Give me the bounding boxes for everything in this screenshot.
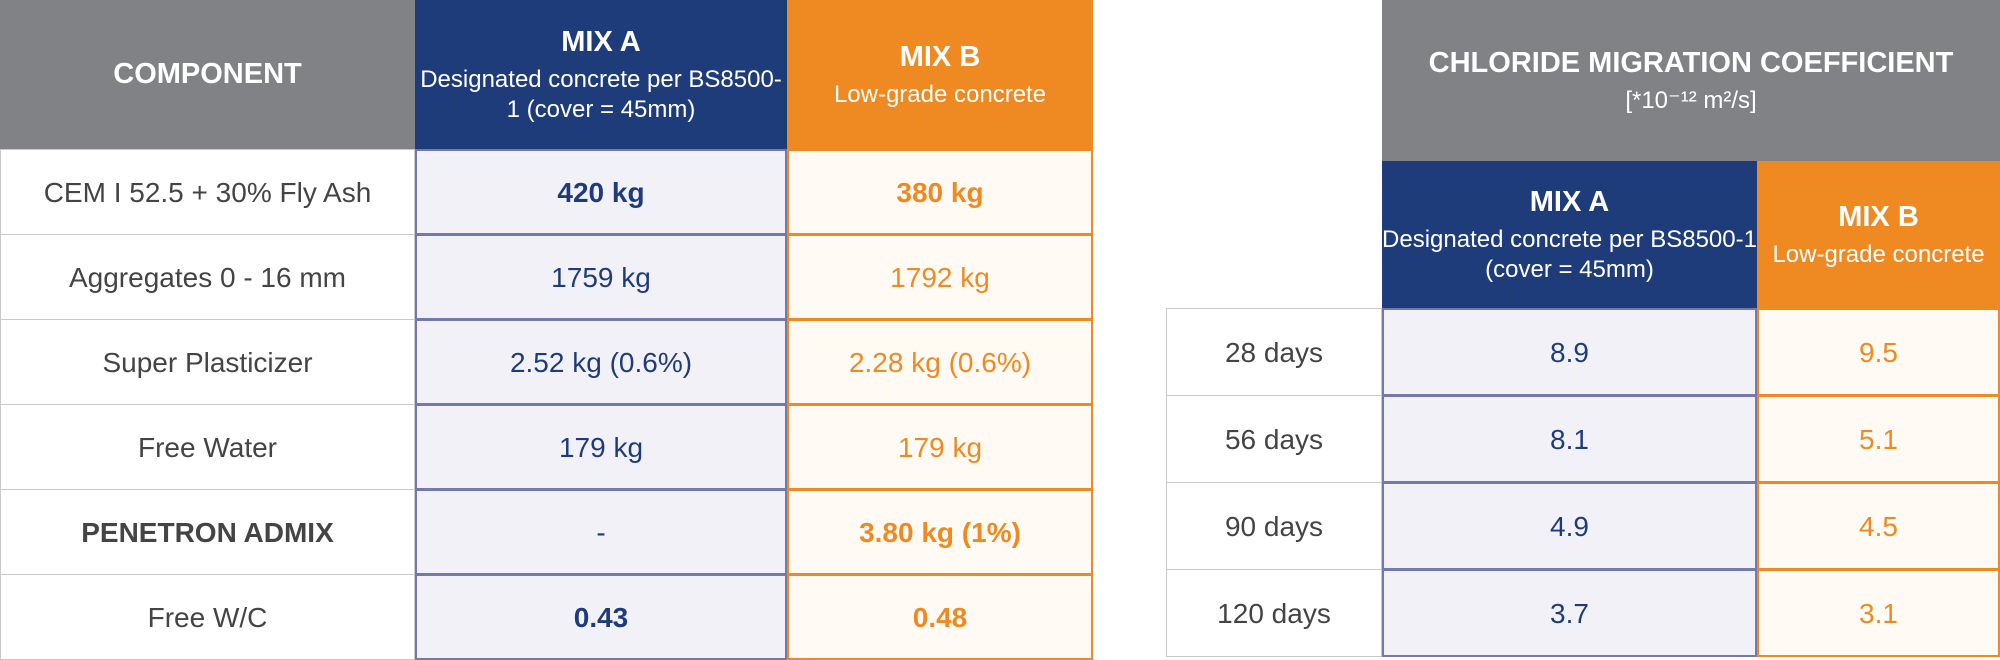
mix-a-header-title: MIX A	[561, 26, 641, 59]
mix-a-value: 1759 kg	[415, 234, 787, 320]
mix-b-value: 5.1	[1757, 395, 2000, 483]
mix-b-value: 4.5	[1757, 482, 2000, 570]
chloride-mix-b-header-subtitle: Low-grade concrete	[1772, 240, 1985, 268]
mix-b-value: 179 kg	[787, 404, 1093, 490]
chloride-title: CHLORIDE MIGRATION COEFFICIENT	[1428, 47, 1954, 80]
age: 90 days	[1166, 482, 1382, 570]
mix-a-value: 0.43	[415, 574, 787, 660]
mix-a-value: 2.52 kg (0.6%)	[415, 319, 787, 405]
component: Free W/C	[0, 574, 415, 660]
mix-a-value: 179 kg	[415, 404, 787, 490]
mix-b-value: 1792 kg	[787, 234, 1093, 320]
mix-b-header-title: MIX B	[899, 41, 981, 74]
component-header: COMPONENT	[0, 0, 415, 149]
chloride-header: CHLORIDE MIGRATION COEFFICIENT [*10⁻¹² m²…	[1382, 0, 2000, 161]
component: CEM I 52.5 + 30% Fly Ash	[0, 149, 415, 235]
chloride-mix-b-header-title: MIX B	[1838, 201, 1919, 234]
age: 28 days	[1166, 308, 1382, 396]
component: Free Water	[0, 404, 415, 490]
mix-a-value: 3.7	[1382, 569, 1757, 657]
mix-b-header-subtitle: Low-grade concrete	[833, 80, 1047, 108]
component: Super Plasticizer	[0, 319, 415, 405]
mix-a-value: -	[415, 489, 787, 575]
mix-a-value: 420 kg	[415, 149, 787, 235]
component: PENETRON ADMIX	[0, 489, 415, 575]
chloride-mix-a-header-title: MIX A	[1529, 186, 1610, 219]
chloride-mix-b-header: MIX B Low-grade concrete	[1757, 161, 2000, 308]
mix-a-value: 8.1	[1382, 395, 1757, 483]
mix-b-header: MIX B Low-grade concrete	[787, 0, 1093, 149]
age: 120 days	[1166, 569, 1382, 657]
mix-a-value: 8.9	[1382, 308, 1757, 396]
mix-b-value: 0.48	[787, 574, 1093, 660]
chloride-mix-a-header-subtitle: Designated concrete per BS8500-1 (cover …	[1382, 225, 1757, 283]
chloride-mix-a-header: MIX A Designated concrete per BS8500-1 (c…	[1382, 161, 1757, 308]
mix-b-value: 9.5	[1757, 308, 2000, 396]
mix-b-value: 2.28 kg (0.6%)	[787, 319, 1093, 405]
mix-b-value: 3.80 kg (1%)	[787, 489, 1093, 575]
mix-b-value: 380 kg	[787, 149, 1093, 235]
mix-a-header-subtitle: Designated concrete per BS8500-1 (cover …	[420, 65, 782, 123]
mix-a-value: 4.9	[1382, 482, 1757, 570]
component: Aggregates 0 - 16 mm	[0, 234, 415, 320]
age: 56 days	[1166, 395, 1382, 483]
mix-b-value: 3.1	[1757, 569, 2000, 657]
chloride-unit: [*10⁻¹² m²/s]	[1625, 86, 1757, 114]
mix-a-header: MIX A Designated concrete per BS8500-1 (c…	[415, 0, 787, 149]
